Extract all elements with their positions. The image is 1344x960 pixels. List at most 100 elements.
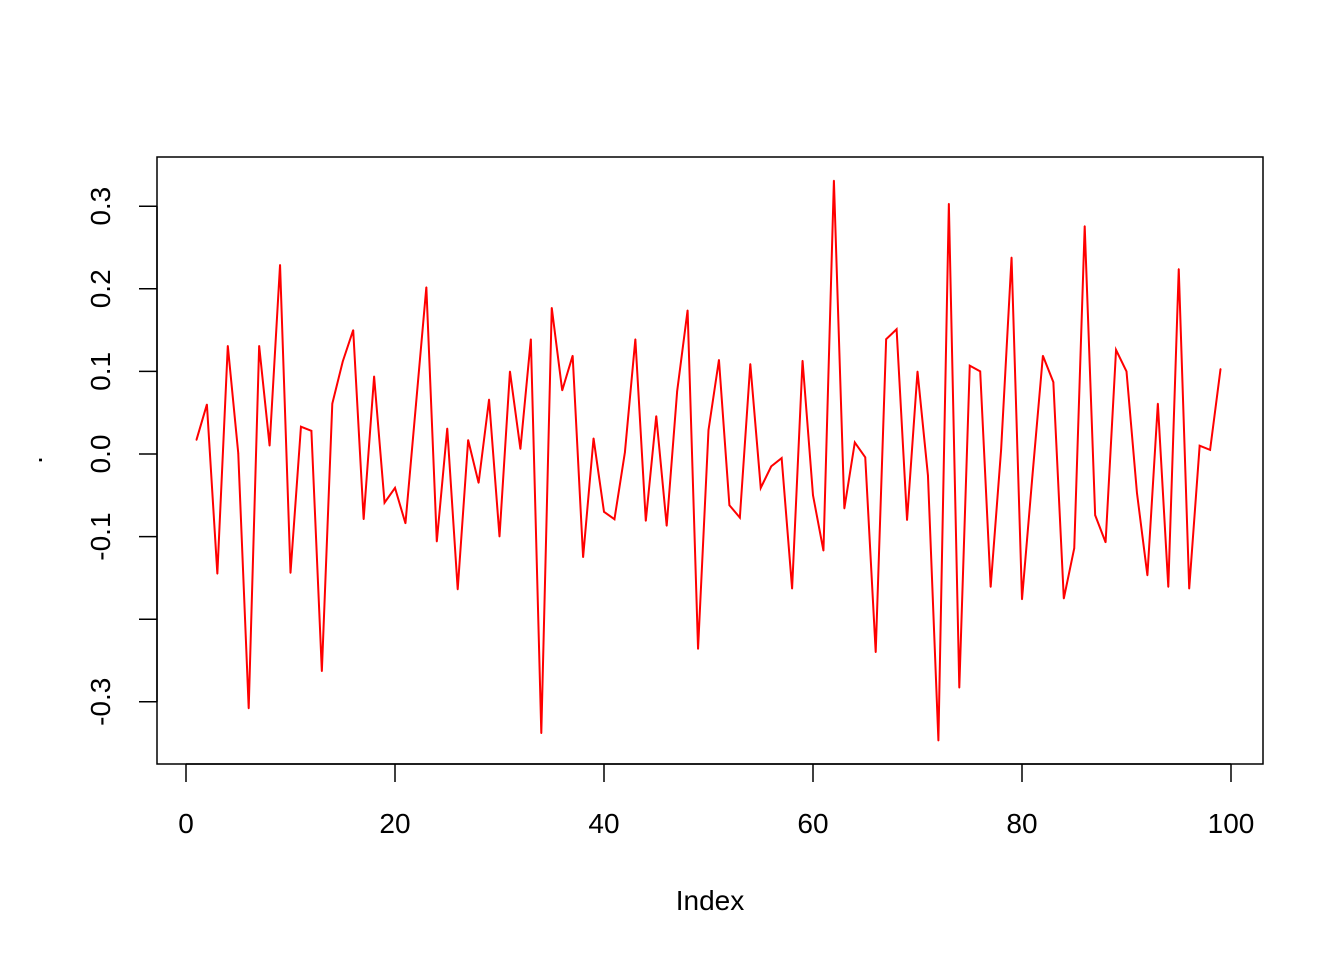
y-tick-label: -0.1 — [85, 512, 116, 560]
data-point — [917, 371, 919, 373]
data-point — [990, 586, 992, 588]
data-point — [854, 442, 856, 444]
data-point — [666, 525, 668, 527]
data-point — [499, 536, 501, 538]
data-point — [614, 518, 616, 520]
data-point — [457, 589, 459, 591]
data-point — [373, 376, 375, 378]
data-point — [342, 361, 344, 363]
data-point — [1220, 368, 1222, 370]
y-axis-title: . — [17, 456, 48, 464]
data-point — [844, 508, 846, 510]
data-point — [217, 573, 219, 575]
data-point — [1032, 475, 1034, 477]
data-point — [300, 426, 302, 428]
data-point — [1199, 445, 1201, 447]
data-point — [1021, 599, 1023, 601]
data-point — [321, 670, 323, 672]
data-point — [624, 452, 626, 454]
data-point — [969, 365, 971, 367]
y-axis: 0.3 0.2 0.1 0.0 -0.1 -0.3 — [85, 187, 157, 726]
data-point — [770, 466, 772, 468]
data-point — [875, 651, 877, 653]
data-point — [572, 355, 574, 357]
data-point — [206, 404, 208, 406]
data-point — [1084, 225, 1086, 227]
data-point — [551, 307, 553, 309]
data-point — [635, 338, 637, 340]
plot-frame — [157, 157, 1263, 764]
data-point — [1011, 257, 1013, 259]
data-point — [812, 495, 814, 497]
x-tick-label: 0 — [178, 808, 194, 839]
data-point — [436, 541, 438, 543]
x-tick-label: 80 — [1006, 808, 1037, 839]
data-point — [352, 329, 354, 331]
data-point — [708, 429, 710, 431]
data-point — [363, 518, 365, 520]
data-point — [1136, 492, 1138, 494]
data-point — [729, 504, 731, 506]
x-tick-label: 40 — [588, 808, 619, 839]
data-point — [394, 487, 396, 489]
data-point — [290, 572, 292, 574]
data-point — [603, 511, 605, 513]
y-tick-label: 0.1 — [85, 352, 116, 391]
data-point — [227, 345, 229, 347]
data-point — [1126, 371, 1128, 373]
y-tick-label: 0.2 — [85, 269, 116, 308]
data-point — [948, 203, 950, 205]
y-tick-label: 0.0 — [85, 435, 116, 474]
data-point — [802, 360, 804, 362]
data-point — [885, 338, 887, 340]
data-point — [509, 371, 511, 373]
data-point — [405, 523, 407, 525]
data-point — [823, 550, 825, 552]
data-point — [927, 475, 929, 477]
data-point — [196, 439, 198, 441]
data-point — [582, 556, 584, 558]
data-point — [1073, 547, 1075, 549]
data-point — [332, 403, 334, 405]
data-point — [833, 180, 835, 182]
data-point — [593, 438, 595, 440]
y-tick-label: -0.3 — [85, 678, 116, 726]
data-point — [530, 338, 532, 340]
data-point — [781, 457, 783, 459]
data-point — [488, 399, 490, 401]
y-tick-label: 0.3 — [85, 187, 116, 226]
data-point — [1147, 575, 1149, 577]
data-point — [415, 404, 417, 406]
data-point — [1094, 514, 1096, 516]
data-point — [1105, 542, 1107, 544]
x-axis-title: Index — [676, 885, 745, 916]
data-point — [311, 430, 313, 432]
data-point — [269, 445, 271, 447]
data-point — [561, 390, 563, 392]
data-point — [750, 363, 752, 365]
data-point — [718, 359, 720, 361]
data-point — [1188, 588, 1190, 590]
data-point — [687, 309, 689, 311]
data-point — [467, 439, 469, 441]
data-point — [979, 371, 981, 373]
data-point — [645, 520, 647, 522]
x-tick-label: 60 — [797, 808, 828, 839]
data-point — [1000, 449, 1002, 451]
data-point — [1178, 268, 1180, 270]
x-tick-label: 20 — [379, 808, 410, 839]
data-point — [1053, 381, 1055, 383]
data-point — [237, 452, 239, 454]
data-point — [1157, 403, 1159, 405]
series-line — [196, 181, 1220, 741]
data-point — [864, 457, 866, 459]
x-tick-label: 100 — [1208, 808, 1255, 839]
data-point — [1115, 349, 1117, 351]
data-point — [676, 390, 678, 392]
data-point — [1042, 355, 1044, 357]
data-point — [896, 328, 898, 330]
series-points — [196, 180, 1222, 742]
data-point — [478, 482, 480, 484]
data-point — [739, 517, 741, 519]
